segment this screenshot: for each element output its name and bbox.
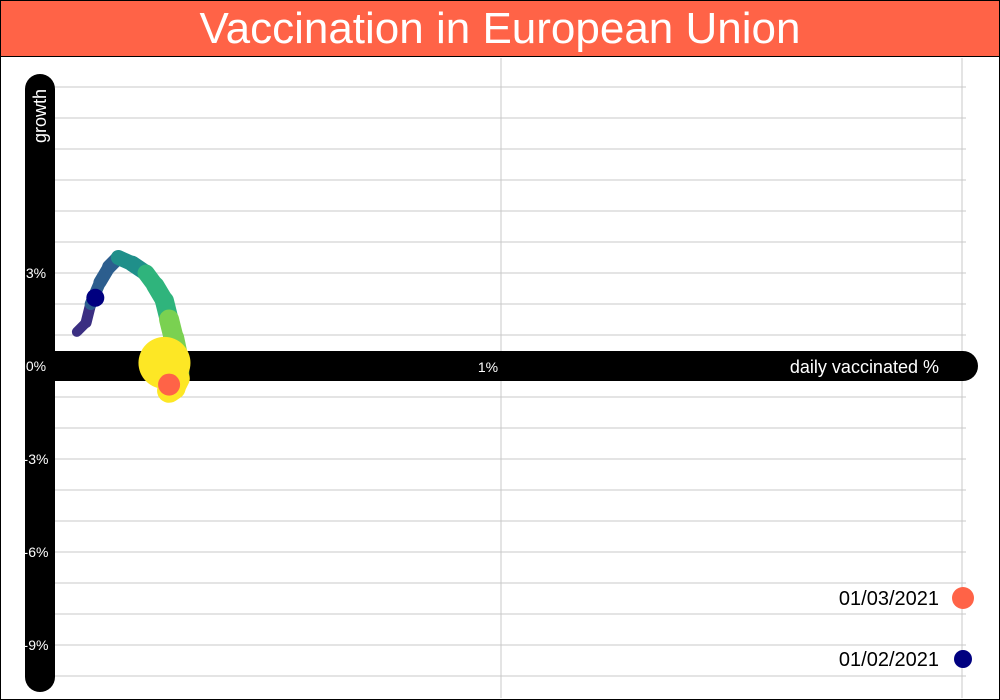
legend-item: 01/03/2021 xyxy=(839,587,974,610)
x-axis-title: daily vaccinated % xyxy=(790,357,939,377)
legend-label: 01/03/2021 xyxy=(839,588,939,610)
y-tick-label: 0% xyxy=(26,358,46,374)
legend-marker xyxy=(954,650,972,668)
date-point xyxy=(158,373,181,396)
legend-item: 01/02/2021 xyxy=(839,649,972,671)
title-bar: Vaccination in European Union xyxy=(1,1,999,57)
y-tick-label: -9% xyxy=(24,637,49,653)
legend-label: 01/02/2021 xyxy=(839,649,939,671)
y-tick-label: 3% xyxy=(26,265,46,281)
date-point xyxy=(86,288,105,307)
chart-title: Vaccination in European Union xyxy=(199,3,801,53)
trajectory-end-blob xyxy=(138,336,191,389)
x-tick-label: 1% xyxy=(478,359,498,375)
y-tick-label: -3% xyxy=(24,451,49,467)
y-axis-title: growth xyxy=(30,89,50,143)
legend-marker xyxy=(952,587,974,609)
y-tick-label: -6% xyxy=(24,544,49,560)
